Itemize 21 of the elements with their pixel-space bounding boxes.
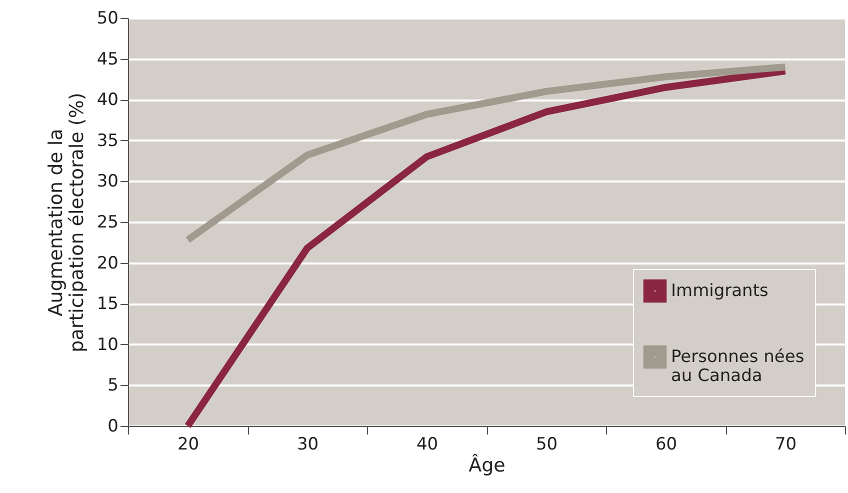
x-axis-title: Âge	[468, 454, 506, 476]
x-tick-label: 40	[416, 434, 438, 454]
x-tick-label: 60	[655, 434, 678, 454]
y-tick-label: 10	[96, 334, 118, 355]
legend-label: Personnes nées au Canada	[671, 347, 804, 386]
y-tick-label: 5	[108, 376, 118, 396]
y-tick-label: 40	[96, 90, 118, 110]
y-tick-label: 25	[96, 212, 118, 232]
legend-label: Immigrants	[671, 281, 768, 301]
y-tick-label: 45	[96, 49, 118, 70]
y-tick-label: 20	[96, 253, 118, 274]
y-tick-label: 35	[96, 130, 118, 151]
y-axis-title: Augmentation de la participation électorale (%)	[44, 92, 88, 352]
y-tick-label: 15	[96, 294, 118, 314]
x-tick-label: 50	[536, 434, 558, 454]
y-tick-label: 0	[108, 416, 118, 436]
y-tick-label: 30	[96, 172, 118, 192]
x-tick-label: 30	[296, 434, 319, 454]
x-tick-label: 20	[177, 434, 200, 454]
y-tick-label: 50	[96, 8, 118, 28]
x-tick-label: 70	[774, 434, 797, 454]
